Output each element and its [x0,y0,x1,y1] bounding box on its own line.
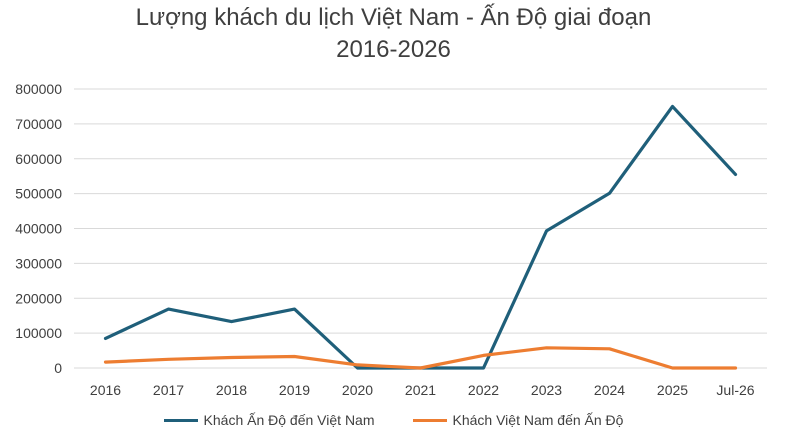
chart-title-line-1: Lượng khách du lịch Việt Nam - Ấn Độ gia… [135,4,652,31]
x-tick-label: 2019 [279,382,310,398]
x-tick-label: 2017 [153,382,184,398]
series-line-0 [103,104,738,370]
x-tick-label: 2020 [342,382,373,398]
gridlines [74,88,767,369]
legend-swatch-india-to-vietnam [163,418,198,422]
x-tick-label: Jul-26 [716,382,754,398]
x-axis-ticks: 2016 2017 2018 2019 2020 2021 2022 2023 2024 2025… [90,382,755,398]
x-tick-label: 2021 [405,382,436,398]
x-tick-label: 2024 [594,382,625,398]
chart-title-line-2: 2016-2026 [336,36,451,63]
legend: Khách Ấn Độ đến Việt Nam Khách Việt Nam … [0,412,787,428]
legend-item-vietnam-to-india: Khách Việt Nam đến Ấn Độ [412,412,624,428]
y-axis-ticks: 0 100000 200000 300000 400000 500000 600000 700… [15,81,62,376]
x-tick-label: 2023 [531,382,562,398]
x-tick-label: 2025 [657,382,688,398]
x-tick-label: 2016 [90,382,121,398]
y-tick-label: 0 [54,360,62,376]
legend-swatch-vietnam-to-india [412,418,447,422]
y-tick-label: 200000 [15,290,62,306]
y-tick-label: 500000 [15,186,62,202]
legend-label-vietnam-to-india: Khách Việt Nam đến Ấn Độ [452,412,624,428]
y-tick-label: 400000 [15,221,62,237]
y-tick-label: 300000 [15,255,62,271]
x-tick-label: 2018 [216,382,247,398]
y-tick-label: 600000 [15,151,62,167]
x-tick-label: 2022 [468,382,499,398]
series-line-1 [103,346,738,370]
series-lines [103,104,738,370]
y-tick-label: 800000 [15,81,62,97]
legend-label-india-to-vietnam: Khách Ấn Độ đến Việt Nam [203,412,375,428]
legend-item-india-to-vietnam: Khách Ấn Độ đến Việt Nam [163,412,375,428]
y-tick-label: 700000 [15,116,62,132]
y-tick-label: 100000 [15,325,62,341]
